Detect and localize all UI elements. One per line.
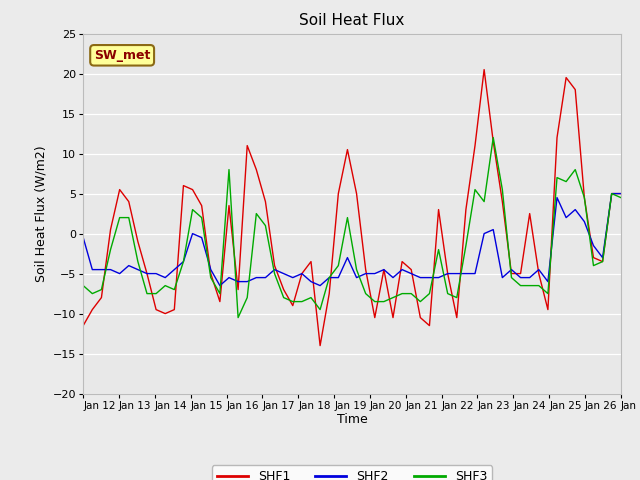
Text: SW_met: SW_met bbox=[94, 49, 150, 62]
Title: Soil Heat Flux: Soil Heat Flux bbox=[300, 13, 404, 28]
X-axis label: Time: Time bbox=[337, 413, 367, 426]
Legend: SHF1, SHF2, SHF3: SHF1, SHF2, SHF3 bbox=[212, 465, 492, 480]
Y-axis label: Soil Heat Flux (W/m2): Soil Heat Flux (W/m2) bbox=[34, 145, 47, 282]
